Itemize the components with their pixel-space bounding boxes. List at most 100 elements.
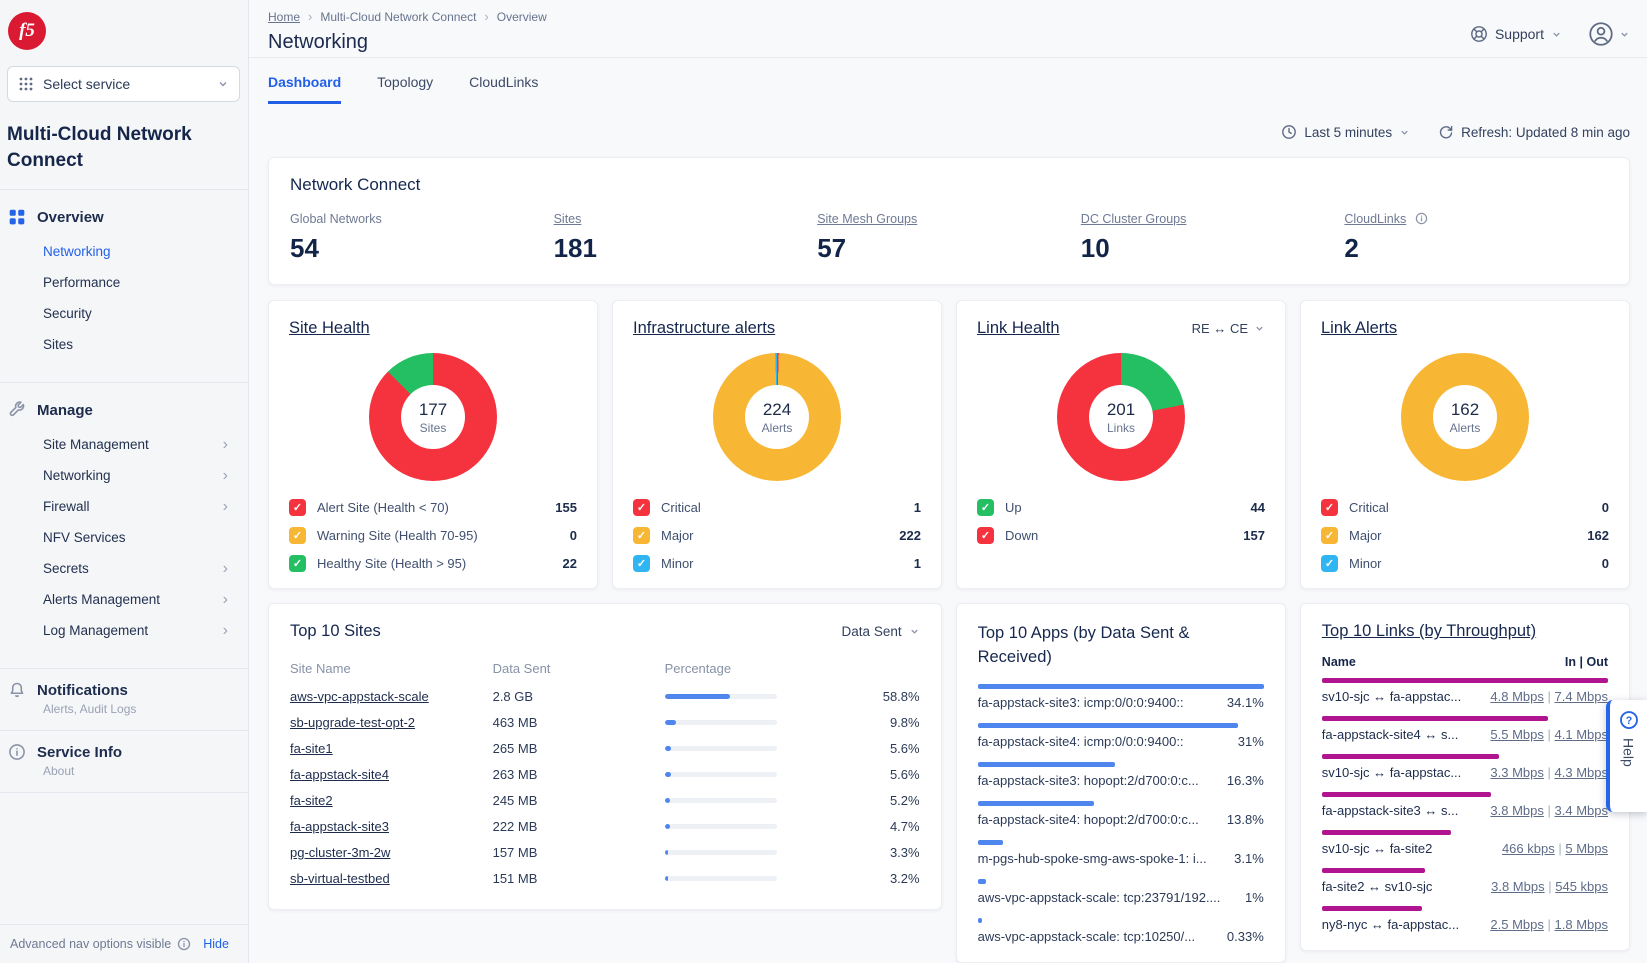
link-out-value[interactable]: 5 Mbps <box>1565 841 1608 857</box>
link-out-value[interactable]: 7.4 Mbps <box>1554 689 1608 705</box>
link-out-value[interactable]: 545 kbps <box>1555 879 1608 895</box>
refresh-button[interactable]: Refresh: Updated 8 min ago <box>1438 124 1630 140</box>
legend-checkbox-major[interactable]: ✓ <box>633 527 650 545</box>
sidebar-item-networking-manage[interactable]: Networking › <box>8 460 240 491</box>
support-menu[interactable]: Support <box>1470 25 1562 43</box>
sidebar-item-sites[interactable]: Sites <box>8 329 240 360</box>
link-in-value[interactable]: 3.8 Mbps <box>1491 879 1545 895</box>
sidebar-item-firewall[interactable]: Firewall › <box>8 491 240 522</box>
link-out-value[interactable]: 3.4 Mbps <box>1554 803 1608 819</box>
sidebar-item-security[interactable]: Security <box>8 298 240 329</box>
legend-label: Warning Site (Health 70-95) <box>317 528 478 544</box>
sidebar-item-nfv-services[interactable]: NFV Services <box>8 522 240 553</box>
time-range-selector[interactable]: Last 5 minutes <box>1281 124 1410 140</box>
legend-label: Alert Site (Health < 70) <box>317 500 449 516</box>
breadcrumb-home-link[interactable]: Home <box>268 9 301 24</box>
stat-label: Global Networks <box>290 212 382 227</box>
link-in-value[interactable]: 3.8 Mbps <box>1490 803 1544 819</box>
divider <box>0 189 248 191</box>
notifications-block[interactable]: Notifications Alerts, Audit Logs <box>0 669 248 728</box>
link-out-value[interactable]: 4.1 Mbps <box>1554 727 1608 743</box>
app-label: aws-vpc-appstack-scale: tcp:10250/... <box>977 929 1196 944</box>
legend-checkbox-up[interactable]: ✓ <box>977 499 994 517</box>
data-sent-value: 151 MB <box>492 870 538 886</box>
table-row: pg-cluster-3m-2w 157 MB 3.3% <box>290 839 920 865</box>
site-name-link[interactable]: fa-appstack-site4 <box>290 766 389 782</box>
chevron-right-icon: › <box>222 621 228 639</box>
tab-topology[interactable]: Topology <box>377 74 434 91</box>
top-10-sites-table: Site Name Data Sent Percentage aws-vpc-a… <box>290 657 920 891</box>
app-throughput-bar <box>977 918 982 923</box>
legend-checkbox-alert[interactable]: ✓ <box>289 499 306 517</box>
service-selector[interactable]: Select service <box>7 66 240 102</box>
legend-row: ✓ Major 222 <box>633 527 921 545</box>
legend-checkbox-minor[interactable]: ✓ <box>633 555 650 573</box>
re-ce-selector[interactable]: RE ↔ CE <box>1192 321 1265 336</box>
hide-advanced-nav-link[interactable]: Hide <box>203 937 229 951</box>
site-name-link[interactable]: sb-upgrade-test-opt-2 <box>290 714 416 730</box>
stat-value: 57 <box>817 233 847 264</box>
account-menu[interactable] <box>1588 21 1630 47</box>
link-out-value[interactable]: 4.3 Mbps <box>1554 765 1608 781</box>
site-name-link[interactable]: fa-appstack-site3 <box>290 818 389 834</box>
sidebar-item-secrets[interactable]: Secrets › <box>8 553 240 584</box>
nav-overview-header[interactable]: Overview <box>8 204 240 236</box>
donut-center-value: 177 <box>418 399 448 419</box>
link-in-value[interactable]: 4.8 Mbps <box>1490 689 1544 705</box>
stat-label-link[interactable]: DC Cluster Groups <box>1080 212 1187 227</box>
info-icon <box>178 937 191 951</box>
link-in-value[interactable]: 5.5 Mbps <box>1490 727 1544 743</box>
infrastructure-alerts-title-link[interactable]: Infrastructure alerts <box>633 319 776 338</box>
f5-logo: f5 <box>8 12 46 50</box>
percentage-bar <box>664 797 777 803</box>
top-10-links-card: Top 10 Links (by Throughput) Name In | O… <box>1299 603 1630 952</box>
list-item: sv10-sjc ↔ fa-appstac... 3.3 Mbps | 4.3 M… <box>1321 754 1608 781</box>
legend-checkbox-critical[interactable]: ✓ <box>1321 499 1338 517</box>
percentage-bar <box>664 693 777 699</box>
refresh-label: Refresh: Updated 8 min ago <box>1461 124 1630 140</box>
legend-value: 0 <box>569 528 577 544</box>
sites-sort-dropdown[interactable]: Data Sent <box>842 624 920 639</box>
sidebar-item-label: Sites <box>43 337 74 353</box>
legend-checkbox-healthy[interactable]: ✓ <box>289 555 306 573</box>
site-name-link[interactable]: fa-site1 <box>290 740 333 756</box>
donut-center-value: 224 <box>762 399 792 419</box>
legend-checkbox-major[interactable]: ✓ <box>1321 527 1338 545</box>
site-name-link[interactable]: pg-cluster-3m-2w <box>290 844 391 860</box>
link-in-value[interactable]: 2.5 Mbps <box>1490 917 1544 933</box>
legend-checkbox-warning[interactable]: ✓ <box>289 527 306 545</box>
link-in-value[interactable]: 3.3 Mbps <box>1490 765 1544 781</box>
site-health-title-link[interactable]: Site Health <box>289 319 370 338</box>
link-in-value[interactable]: 466 kbps <box>1501 841 1555 857</box>
legend-checkbox-down[interactable]: ✓ <box>977 527 994 545</box>
table-row: sb-virtual-testbed 151 MB 3.2% <box>290 865 920 891</box>
service-info-block[interactable]: Service Info About <box>0 731 248 790</box>
tab-dashboard[interactable]: Dashboard <box>268 74 342 105</box>
legend-checkbox-minor[interactable]: ✓ <box>1321 555 1338 573</box>
column-header: Site Name <box>290 660 351 676</box>
link-out-value[interactable]: 1.8 Mbps <box>1554 917 1608 933</box>
bottom-cards-row: Top 10 Sites Data Sent Site Name Data Se… <box>268 603 1630 963</box>
link-health-title-link[interactable]: Link Health <box>977 319 1060 338</box>
legend-checkbox-critical[interactable]: ✓ <box>633 499 650 517</box>
top-10-links-title-link[interactable]: Top 10 Links (by Throughput) <box>1321 622 1537 641</box>
stat-label-link[interactable]: Site Mesh Groups <box>817 212 918 227</box>
link-alerts-title-link[interactable]: Link Alerts <box>1321 319 1398 338</box>
info-icon[interactable] <box>1415 212 1428 225</box>
help-tab[interactable]: ? Help <box>1606 700 1647 812</box>
sidebar-item-site-management[interactable]: Site Management › <box>8 429 240 460</box>
sidebar-item-networking[interactable]: Networking <box>8 236 240 267</box>
legend-row: ✓ Minor 1 <box>633 555 921 573</box>
site-name-link[interactable]: aws-vpc-appstack-scale <box>290 688 429 704</box>
sidebar-item-log-management[interactable]: Log Management › <box>8 615 240 646</box>
link-throughput-bar <box>1321 678 1608 684</box>
sidebar-item-performance[interactable]: Performance <box>8 267 240 298</box>
site-name-link[interactable]: fa-site2 <box>290 792 333 808</box>
sidebar-item-alerts-management[interactable]: Alerts Management › <box>8 584 240 615</box>
stat-label-link[interactable]: Sites <box>553 212 582 227</box>
tab-cloudlinks[interactable]: CloudLinks <box>469 74 539 91</box>
stat-label-link[interactable]: CloudLinks <box>1344 212 1407 227</box>
nav-manage-header[interactable]: Manage <box>8 397 240 429</box>
site-name-link[interactable]: sb-virtual-testbed <box>290 870 390 886</box>
